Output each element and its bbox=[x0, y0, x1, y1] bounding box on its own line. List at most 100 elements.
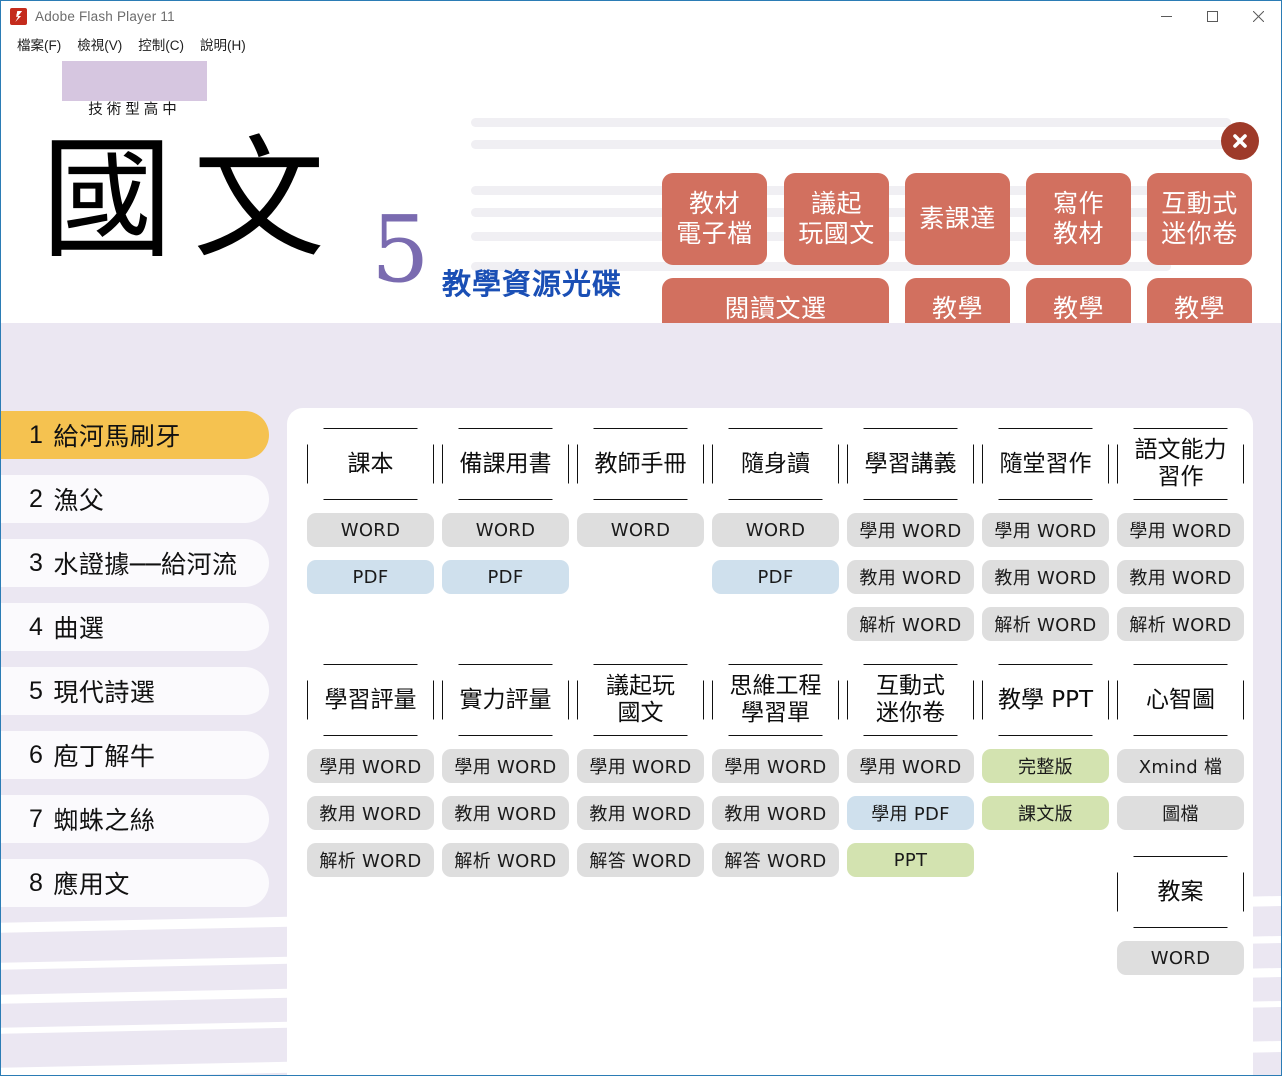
publisher-name: 東大圖書公司 bbox=[352, 1071, 514, 1075]
card-title-mini-quiz[interactable]: 互動式 迷你卷 bbox=[847, 664, 974, 736]
download-pill-language-skill-1[interactable]: 教用 WORD bbox=[1117, 560, 1244, 594]
sidebar-item-7[interactable]: 7 蜘蛛之絲 bbox=[1, 795, 269, 843]
minimize-button[interactable] bbox=[1143, 1, 1189, 32]
download-pill-thinking-sheet-0[interactable]: 學用 WORD bbox=[712, 749, 839, 783]
card-title-class-workbook[interactable]: 隨堂習作 bbox=[982, 428, 1109, 500]
card-title-line: 教案 bbox=[1157, 878, 1204, 905]
card-title-lesson-plan[interactable]: 教案 bbox=[1117, 856, 1244, 928]
nav-button-7[interactable]: 教學動畫 bbox=[1026, 278, 1131, 323]
download-pill-class-workbook-0[interactable]: 學用 WORD bbox=[982, 513, 1109, 547]
download-pill-power-assess-0[interactable]: 學用 WORD bbox=[442, 749, 569, 783]
download-pill-prep-book-0[interactable]: WORD bbox=[442, 513, 569, 547]
download-pill-play-chinese-2[interactable]: 解答 WORD bbox=[577, 843, 704, 877]
download-pill-teaching-ppt-0[interactable]: 完整版 bbox=[982, 749, 1109, 783]
menu-help[interactable]: 說明(H) bbox=[200, 38, 246, 53]
menu-bar: 檔案(F) 檢視(V) 控制(C) 說明(H) bbox=[1, 32, 1281, 56]
card-title-line: 議起玩 bbox=[606, 673, 675, 699]
nav-button-label: 教材 bbox=[688, 189, 740, 218]
sidebar-item-1[interactable]: 1 給河馬刷牙 bbox=[1, 411, 269, 459]
card-title-teaching-ppt[interactable]: 教學 PPT bbox=[982, 664, 1109, 736]
card-title-play-chinese[interactable]: 議起玩 國文 bbox=[577, 664, 704, 736]
card-title-line: 隨身讀 bbox=[741, 450, 810, 477]
download-pill-learn-assess-2[interactable]: 解析 WORD bbox=[307, 843, 434, 877]
card-title-power-assess[interactable]: 實力評量 bbox=[442, 664, 569, 736]
nav-button-label: 玩國文 bbox=[798, 219, 875, 248]
download-pill-class-workbook-2[interactable]: 解析 WORD bbox=[982, 607, 1109, 641]
nav-button-2[interactable]: 素課達 bbox=[905, 173, 1010, 265]
card-title-line: 習作 bbox=[1157, 464, 1204, 490]
download-pill-mini-quiz-2[interactable]: PPT bbox=[847, 843, 974, 877]
download-pill-teaching-ppt-1[interactable]: 課文版 bbox=[982, 796, 1109, 830]
nav-button-5[interactable]: 閱讀文選含自學篇章 bbox=[662, 278, 889, 323]
card-title-line: 心智圖 bbox=[1146, 686, 1215, 713]
sidebar-item-number: 4 bbox=[29, 612, 44, 641]
menu-control[interactable]: 控制(C) bbox=[138, 38, 184, 53]
nav-button-1[interactable]: 議起 玩國文 bbox=[784, 173, 889, 265]
sidebar-item-8[interactable]: 8 應用文 bbox=[1, 859, 269, 907]
download-pill-textbook-0[interactable]: WORD bbox=[307, 513, 434, 547]
download-pill-language-skill-2[interactable]: 解析 WORD bbox=[1117, 607, 1244, 641]
card-title-pocket-read[interactable]: 隨身讀 bbox=[712, 428, 839, 500]
nav-button-4[interactable]: 互動式 迷你卷 bbox=[1147, 173, 1252, 265]
download-pill-pocket-read-1[interactable]: PDF bbox=[712, 560, 839, 594]
download-pill-power-assess-2[interactable]: 解析 WORD bbox=[442, 843, 569, 877]
sidebar-item-2[interactable]: 2 漁父 bbox=[1, 475, 269, 523]
nav-button-label: 寫作 bbox=[1052, 189, 1104, 218]
card-title-language-skill[interactable]: 語文能力 習作 bbox=[1117, 428, 1244, 500]
download-pill-play-chinese-0[interactable]: 學用 WORD bbox=[577, 749, 704, 783]
sidebar-item-4[interactable]: 4 曲選 bbox=[1, 603, 269, 651]
download-pill-mini-quiz-0[interactable]: 學用 WORD bbox=[847, 749, 974, 783]
download-pill-study-guide-0[interactable]: 學用 WORD bbox=[847, 513, 974, 547]
download-pill-thinking-sheet-2[interactable]: 解答 WORD bbox=[712, 843, 839, 877]
card-title-line: 教師手冊 bbox=[594, 450, 687, 477]
download-pill-prep-book-1[interactable]: PDF bbox=[442, 560, 569, 594]
download-pill-mind-map-0[interactable]: Xmind 檔 bbox=[1117, 749, 1244, 783]
card-title-study-guide[interactable]: 學習講義 bbox=[847, 428, 974, 500]
maximize-button[interactable] bbox=[1189, 1, 1235, 32]
download-pill-teacher-manual-0[interactable]: WORD bbox=[577, 513, 704, 547]
download-pill-study-guide-2[interactable]: 解析 WORD bbox=[847, 607, 974, 641]
card-title-mind-map[interactable]: 心智圖 bbox=[1117, 664, 1244, 736]
sidebar-item-number: 2 bbox=[29, 484, 44, 513]
menu-file[interactable]: 檔案(F) bbox=[17, 38, 62, 53]
card-title-prep-book[interactable]: 備課用書 bbox=[442, 428, 569, 500]
download-pill-lesson-plan-0[interactable]: WORD bbox=[1117, 941, 1244, 975]
card-title-teacher-manual[interactable]: 教師手冊 bbox=[577, 428, 704, 500]
sidebar-item-number: 6 bbox=[29, 740, 44, 769]
close-icon[interactable] bbox=[1221, 122, 1259, 160]
sidebar-item-number: 8 bbox=[29, 868, 44, 897]
nav-button-8[interactable]: 教學補充資料 bbox=[1147, 278, 1252, 323]
download-pill-mind-map-1[interactable]: 圖檔 bbox=[1117, 796, 1244, 830]
download-pill-language-skill-0[interactable]: 學用 WORD bbox=[1117, 513, 1244, 547]
card-title-learn-assess[interactable]: 學習評量 bbox=[307, 664, 434, 736]
download-pill-learn-assess-0[interactable]: 學用 WORD bbox=[307, 749, 434, 783]
download-pill-mini-quiz-1[interactable]: 學用 PDF bbox=[847, 796, 974, 830]
download-pill-class-workbook-1[interactable]: 教用 WORD bbox=[982, 560, 1109, 594]
download-pill-thinking-sheet-1[interactable]: 教用 WORD bbox=[712, 796, 839, 830]
download-pill-study-guide-1[interactable]: 教用 WORD bbox=[847, 560, 974, 594]
nav-button-0[interactable]: 教材 電子檔 bbox=[662, 173, 767, 265]
sidebar-item-3[interactable]: 3 水證據──給河流 bbox=[1, 539, 269, 587]
resource-panel: 課本 WORD PDF 備課用書 WORD PDF 教師手冊 WORD 隨身讀 WORD PDF 學習… bbox=[287, 408, 1253, 1075]
download-pill-textbook-1[interactable]: PDF bbox=[307, 560, 434, 594]
lesson-sidebar: 1 給河馬刷牙 2 漁父 3 水證據──給河流 4 曲選 5 現代詩選 6 庖丁解牛 7 蜘蛛之絲 8 應用文 bbox=[1, 411, 269, 923]
sidebar-item-6[interactable]: 6 庖丁解牛 bbox=[1, 731, 269, 779]
nav-button-3[interactable]: 寫作 教材 bbox=[1026, 173, 1131, 265]
header-stripe bbox=[471, 118, 1231, 127]
header-stripe bbox=[471, 262, 1171, 271]
download-pill-play-chinese-1[interactable]: 教用 WORD bbox=[577, 796, 704, 830]
window-title: Adobe Flash Player 11 bbox=[35, 9, 175, 24]
sidebar-item-5[interactable]: 5 現代詩選 bbox=[1, 667, 269, 715]
close-button[interactable] bbox=[1235, 1, 1281, 32]
download-pill-pocket-read-0[interactable]: WORD bbox=[712, 513, 839, 547]
card-title-textbook[interactable]: 課本 bbox=[307, 428, 434, 500]
card-title-line: 互動式 bbox=[876, 673, 945, 699]
header-stripe bbox=[471, 140, 1231, 149]
card-title-thinking-sheet[interactable]: 思維工程 學習單 bbox=[712, 664, 839, 736]
download-pill-power-assess-1[interactable]: 教用 WORD bbox=[442, 796, 569, 830]
download-pill-learn-assess-1[interactable]: 教用 WORD bbox=[307, 796, 434, 830]
menu-view[interactable]: 檢視(V) bbox=[77, 38, 123, 53]
sidebar-item-label: 現代詩選 bbox=[53, 678, 156, 707]
flash-stage: 技術型高中 國文 5 教學資源光碟 教材 電子檔 議起 玩國文 素課達 寫作 教材 互動式 迷你… bbox=[1, 56, 1281, 1075]
